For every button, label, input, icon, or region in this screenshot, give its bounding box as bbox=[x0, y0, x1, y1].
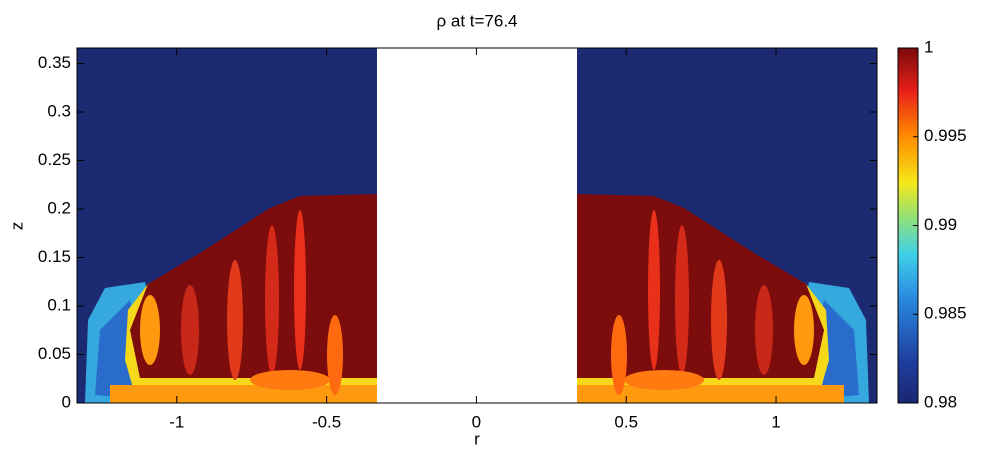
y-tick-label: 0 bbox=[62, 392, 71, 411]
x-tick-label: 0 bbox=[472, 412, 481, 431]
colorbar-tick-label: 0.995 bbox=[924, 126, 967, 145]
x-tick-label: -1 bbox=[169, 412, 184, 431]
y-tick-label: 0.15 bbox=[38, 247, 71, 266]
field bbox=[77, 48, 877, 403]
empty-region bbox=[377, 48, 577, 403]
plot-frame bbox=[76, 47, 878, 404]
x-tick-label: -0.5 bbox=[312, 412, 341, 431]
y-tick-label: 0.2 bbox=[47, 198, 71, 217]
x-tick-label: 1 bbox=[771, 412, 780, 431]
y-tick-label: 0.35 bbox=[38, 53, 71, 72]
y-axis-label: z bbox=[7, 222, 26, 231]
y-tick-label: 0.05 bbox=[38, 344, 71, 363]
y-tick-label: 0.25 bbox=[38, 150, 71, 169]
colorbar-tick-label: 1 bbox=[924, 37, 933, 56]
chart-title: ρ at t=76.4 bbox=[436, 11, 517, 30]
x-tick-label: 0.5 bbox=[614, 412, 638, 431]
x-axis-label: r bbox=[474, 429, 480, 448]
colorbar-tick-label: 0.98 bbox=[924, 392, 957, 411]
field-half bbox=[85, 194, 377, 403]
colorbar-tick-label: 0.99 bbox=[924, 215, 957, 234]
y-tick-label: 0.1 bbox=[47, 295, 71, 314]
y-tick-label: 0.3 bbox=[47, 102, 71, 121]
colorbar-tick-label: 0.985 bbox=[924, 304, 967, 323]
